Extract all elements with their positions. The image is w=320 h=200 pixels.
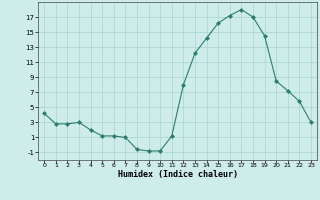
X-axis label: Humidex (Indice chaleur): Humidex (Indice chaleur) (118, 170, 238, 179)
